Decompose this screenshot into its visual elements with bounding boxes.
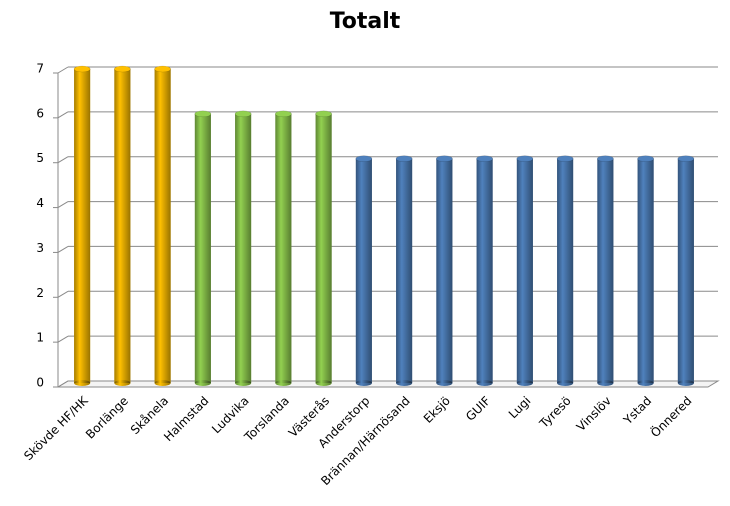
bar-top (114, 65, 131, 73)
bar-top (476, 155, 493, 163)
grid-side (57, 201, 69, 209)
grid-side (57, 111, 69, 119)
y-tick-label: 7 (36, 62, 44, 76)
bar-body-shade (637, 158, 654, 383)
x-tick-label: Tyresö (536, 394, 574, 432)
bar-body-shade (275, 113, 292, 383)
bar-top (395, 155, 413, 163)
bar-top (677, 155, 695, 163)
x-tick-label: Lugi (506, 394, 534, 422)
bar-body-shade (315, 113, 332, 383)
bar (114, 65, 131, 386)
bar (395, 155, 413, 386)
y-tick-label: 0 (36, 376, 44, 390)
y-tick-label: 5 (36, 151, 44, 165)
bar-top (73, 65, 91, 73)
x-tick-label: Borlänge (83, 394, 131, 442)
bar-top (194, 110, 212, 118)
bar (355, 155, 373, 386)
bar-body-shade (154, 69, 171, 383)
bar-body-shade (597, 158, 614, 383)
bar (154, 65, 171, 386)
bar (234, 110, 252, 386)
x-tick-label: Eksjö (421, 394, 453, 426)
bar-top (556, 155, 574, 163)
grid-side (57, 380, 69, 388)
y-tick-label: 2 (36, 286, 44, 300)
bar-body-shade (516, 158, 533, 383)
bar (275, 110, 292, 386)
y-tick-label: 4 (36, 196, 44, 210)
bar-body-shade (677, 158, 694, 383)
bar-body-shade (476, 158, 493, 383)
y-tick-label: 3 (36, 241, 44, 255)
bar-body-shade (194, 113, 211, 383)
bar (476, 155, 493, 386)
chart-title: Totalt (330, 9, 401, 34)
bar-body-shade (436, 158, 453, 383)
bar (597, 155, 614, 386)
bar (637, 155, 654, 386)
bar-body-shade (355, 158, 372, 383)
bar (677, 155, 695, 386)
bar (73, 65, 91, 386)
grid-side (57, 245, 69, 253)
bar (516, 155, 534, 386)
y-tick-label: 1 (36, 331, 44, 345)
bar-body-shade (557, 158, 574, 383)
bar-top (234, 110, 252, 118)
x-tick-label: GUIF (463, 394, 493, 424)
grid-side (57, 66, 69, 74)
bar-body-shade (235, 113, 252, 383)
x-tick-label: Önnered (647, 392, 695, 440)
grid-side (57, 335, 69, 343)
bar-body-shade (114, 69, 131, 383)
bar-body-shade (396, 158, 413, 383)
bar (556, 155, 574, 386)
bar-top (275, 110, 292, 118)
x-tick-label: Skövde HF/HK (21, 393, 91, 463)
bar-body-shade (74, 69, 91, 383)
bar-top (154, 65, 171, 73)
bar-top (355, 155, 373, 163)
bar-top (597, 155, 614, 163)
grid-side (57, 156, 69, 164)
x-tick-label: Vinslöv (574, 394, 614, 434)
bar-top (315, 110, 332, 118)
bar (436, 155, 453, 386)
x-tick-label: Ystad (620, 394, 654, 428)
bar (315, 110, 332, 386)
bar-top (516, 155, 534, 163)
bar-top (436, 155, 453, 163)
bar-top (637, 155, 654, 163)
y-tick-label: 6 (36, 106, 44, 120)
grid-side (57, 290, 69, 298)
bar (194, 110, 212, 386)
